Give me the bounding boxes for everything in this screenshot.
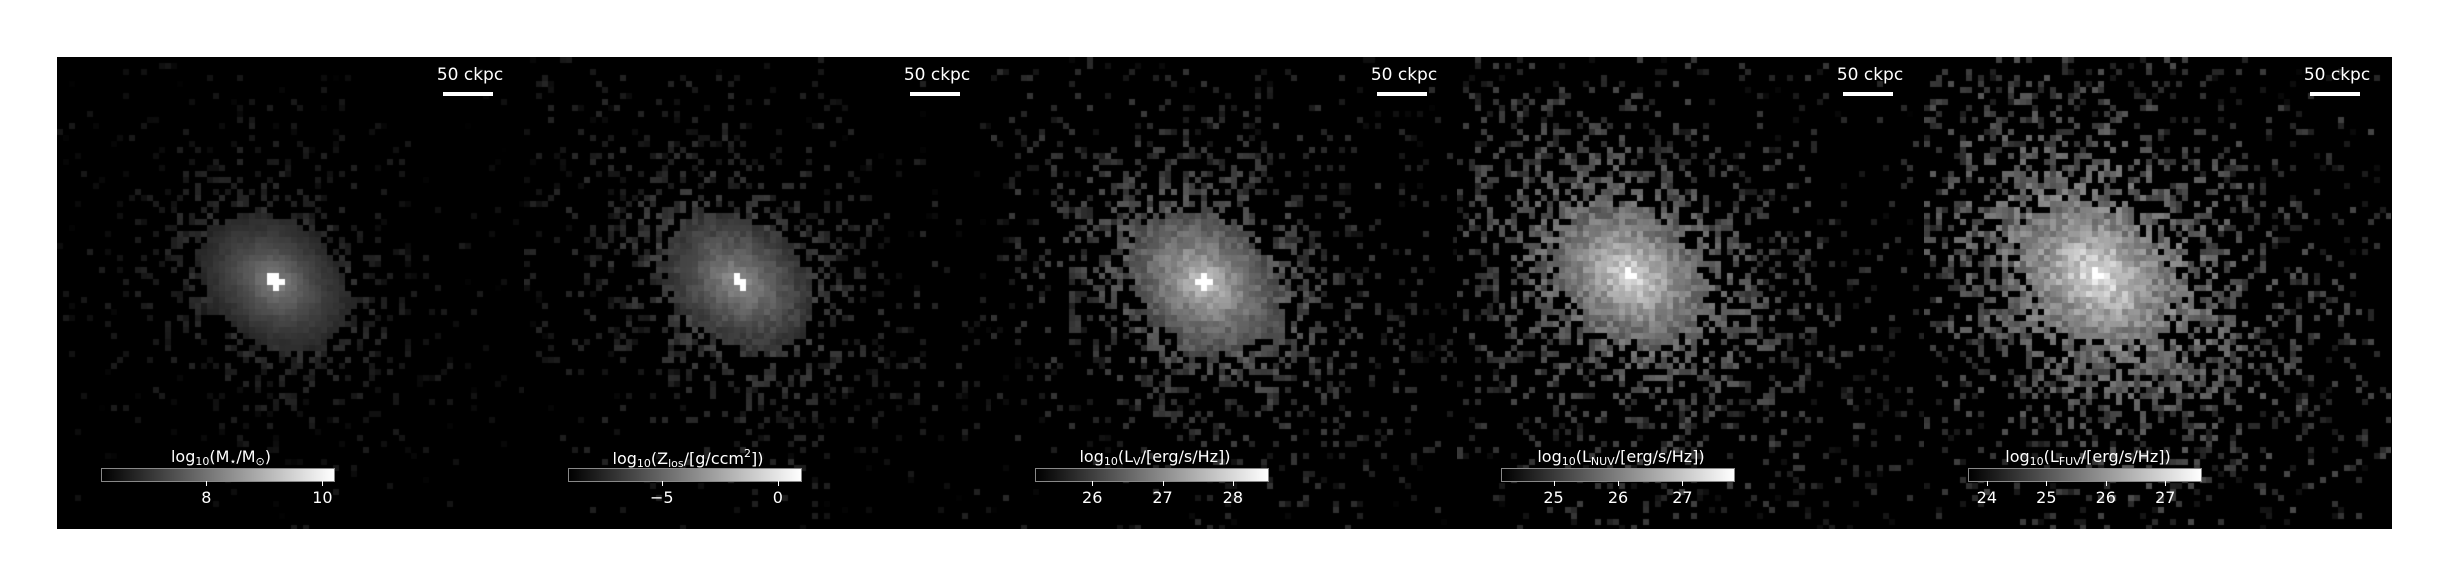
colorbar-tick [777,481,779,486]
panel-lum-v: 50 ckpc log10(LV/[erg/s/Hz]) 26 27 28 [991,57,1458,529]
galaxy-image-metallicity [524,57,991,529]
scale-bar [2310,92,2360,96]
colorbar [1968,468,2202,482]
colorbar-tick [1232,481,1234,486]
colorbar-tick-label: 25 [2036,488,2057,507]
colorbar-label: log10(LV/[erg/s/Hz]) [1079,447,1231,468]
colorbar-label: log10(Zlos/[g/ccm2]) [612,447,764,470]
colorbar-tick-label: 27 [1152,488,1173,507]
colorbar-tick [2105,481,2107,486]
scale-bar-label: 50 ckpc [1836,65,1904,85]
colorbar-tick-label: −5 [650,488,674,507]
colorbar [568,468,802,482]
scale-bar-label: 50 ckpc [2303,65,2371,85]
galaxy-image-lum-nuv [1457,57,1924,529]
colorbar-tick-label: 25 [1543,488,1564,507]
colorbar-tick [322,481,324,486]
colorbar-tick-label: 10 [312,488,333,507]
colorbar-tick-label: 27 [1672,488,1693,507]
colorbar-tick [661,481,663,486]
colorbar-label: log10(LFUV/[erg/s/Hz]) [2005,447,2171,468]
colorbar-label: log10(LNUV/[erg/s/Hz]) [1537,447,1705,468]
colorbar-tick-label: 8 [201,488,212,507]
colorbar-tick-label: 26 [1607,488,1629,507]
colorbar-tick-label: 26 [1082,488,1103,507]
figure: 50 ckpc log10(M⋆/M⊙) 8 10 50 ckpc log10(Zlos/… [57,57,2392,529]
colorbar-tick-label: 0 [772,488,783,507]
scale-bar [443,92,493,96]
colorbar [1501,468,1735,482]
scale-bar-label: 50 ckpc [903,65,971,85]
scale-bar [910,92,960,96]
colorbar [101,468,335,482]
colorbar-tick-label: 27 [2155,488,2176,507]
colorbar-tick [1162,481,1164,486]
colorbar-tick-label: 26 [2095,488,2116,507]
galaxy-image-lum-fuv [1924,57,2391,529]
colorbar-tick [1092,481,1094,486]
colorbar-label: log10(M⋆/M⊙) [170,447,271,468]
panel-lum-fuv: 50 ckpc log10(LFUV/[erg/s/Hz]) 24 25 26 27 [1924,57,2391,529]
colorbar-tick [2046,481,2048,486]
colorbar-tick [1682,481,1684,486]
colorbar-tick-label: 28 [1222,488,1244,507]
colorbar-tick [1618,481,1619,486]
colorbar-tick [2165,481,2167,486]
panel-mass: 50 ckpc log10(M⋆/M⊙) 8 10 [57,57,524,529]
galaxy-image-mass [57,57,524,529]
panel-metallicity: 50 ckpc log10(Zlos/[g/ccm2]) −5 0 [524,57,991,529]
scale-bar-label: 50 ckpc [436,65,504,85]
colorbar-tick [206,481,208,486]
colorbar-tick-label: 24 [1976,488,1998,507]
galaxy-image-lum-v [991,57,1458,529]
colorbar-tick [1986,481,1988,486]
scale-bar-label: 50 ckpc [1370,65,1438,85]
scale-bar [1843,92,1893,96]
colorbar-tick [1553,481,1555,486]
panel-lum-nuv: 50 ckpc log10(LNUV/[erg/s/Hz]) 25 26 27 [1457,57,1924,529]
scale-bar [1377,92,1427,96]
colorbar [1035,468,1269,482]
